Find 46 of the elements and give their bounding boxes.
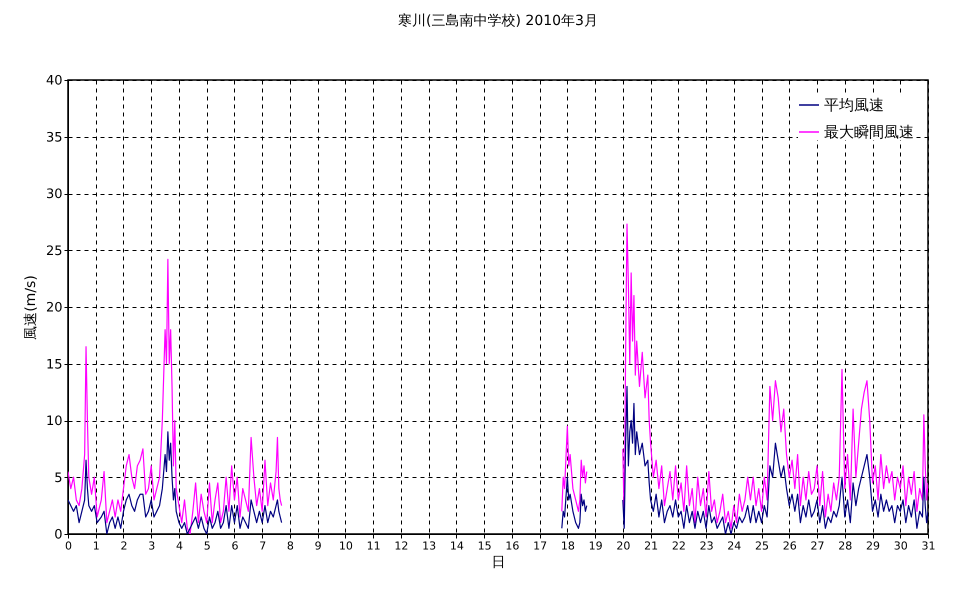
x-tick-label: 6 bbox=[231, 540, 238, 552]
x-tick-label: 21 bbox=[644, 540, 658, 552]
x-tick-label: 23 bbox=[700, 540, 714, 552]
x-tick-label: 16 bbox=[505, 540, 520, 552]
y-tick-label: 40 bbox=[46, 74, 62, 88]
x-tick-label: 31 bbox=[922, 540, 936, 552]
x-tick-label: 24 bbox=[727, 540, 742, 552]
x-tick-label: 3 bbox=[148, 540, 156, 552]
x-tick-label: 26 bbox=[782, 540, 797, 552]
x-tick-label: 11 bbox=[366, 540, 381, 552]
x-tick-label: 18 bbox=[560, 540, 575, 552]
y-tick-label: 15 bbox=[46, 357, 62, 372]
y-tick-label: 20 bbox=[46, 300, 62, 316]
x-tick-label: 4 bbox=[176, 540, 183, 552]
legend-label: 平均風速 bbox=[824, 96, 884, 114]
y-tick-label: 10 bbox=[46, 414, 62, 429]
x-tick-label: 7 bbox=[259, 540, 266, 552]
x-tick-label: 10 bbox=[338, 540, 353, 552]
x-axis-title: 日 bbox=[492, 554, 506, 570]
x-tick-label: 8 bbox=[286, 540, 294, 552]
x-tick-label: 30 bbox=[894, 540, 908, 552]
x-tick-label: 12 bbox=[394, 540, 408, 552]
x-tick-label: 22 bbox=[672, 540, 686, 552]
y-tick-label: 35 bbox=[46, 130, 62, 146]
x-tick-label: 1 bbox=[92, 540, 100, 552]
y-tick-label: 25 bbox=[46, 244, 62, 259]
x-tick-label: 27 bbox=[810, 540, 825, 552]
legend-label: 最大瞬間風速 bbox=[824, 123, 914, 141]
x-tick-label: 0 bbox=[65, 540, 72, 552]
x-tick-label: 25 bbox=[755, 540, 770, 552]
x-tick-label: 20 bbox=[616, 540, 630, 552]
x-tick-label: 19 bbox=[588, 540, 603, 552]
x-tick-label: 17 bbox=[533, 540, 548, 552]
x-tick-label: 5 bbox=[204, 540, 211, 552]
y-axis-title: 風速(m/s) bbox=[22, 275, 39, 340]
y-tick-label: 30 bbox=[46, 187, 62, 202]
x-tick-label: 29 bbox=[866, 540, 880, 552]
y-tick-label: 0 bbox=[54, 528, 62, 542]
y-tick-label: 5 bbox=[54, 470, 62, 486]
chart-title: 寒川(三島南中学校) 2010年3月 bbox=[398, 13, 598, 29]
x-tick-label: 9 bbox=[314, 540, 322, 552]
x-tick-label: 15 bbox=[478, 540, 492, 552]
x-tick-label: 28 bbox=[838, 540, 852, 552]
x-tick-label: 2 bbox=[120, 540, 128, 552]
x-tick-label: 13 bbox=[422, 540, 436, 552]
x-tick-label: 14 bbox=[450, 540, 464, 552]
